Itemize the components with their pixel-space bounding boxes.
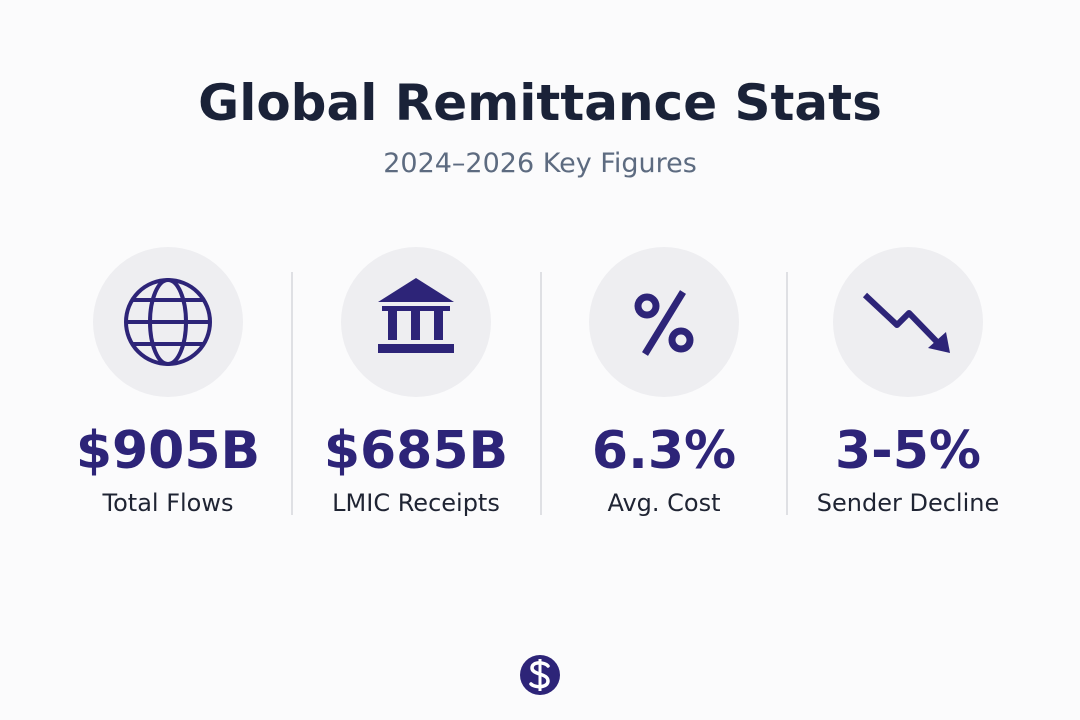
- dollar-icon: [520, 655, 560, 695]
- bank-icon: [378, 278, 454, 353]
- title: Global Remittance Stats: [198, 74, 882, 132]
- dividers: [291, 272, 788, 515]
- globe-icon: [124, 278, 212, 366]
- trend-down-icon: [862, 292, 950, 353]
- stat-label: Avg. Cost: [607, 489, 720, 517]
- stat-value: $685B: [324, 421, 508, 481]
- icon-bg: [833, 247, 983, 397]
- stat-value: $905B: [76, 421, 260, 481]
- stat-label: LMIC Receipts: [332, 489, 500, 517]
- stat-value: 6.3%: [592, 421, 736, 481]
- stat-value: 3-5%: [835, 421, 981, 481]
- percent-icon: [634, 290, 694, 356]
- stat-label: Sender Decline: [817, 489, 999, 517]
- stat-label: Total Flows: [102, 489, 234, 517]
- subtitle: 2024–2026 Key Figures: [383, 148, 697, 179]
